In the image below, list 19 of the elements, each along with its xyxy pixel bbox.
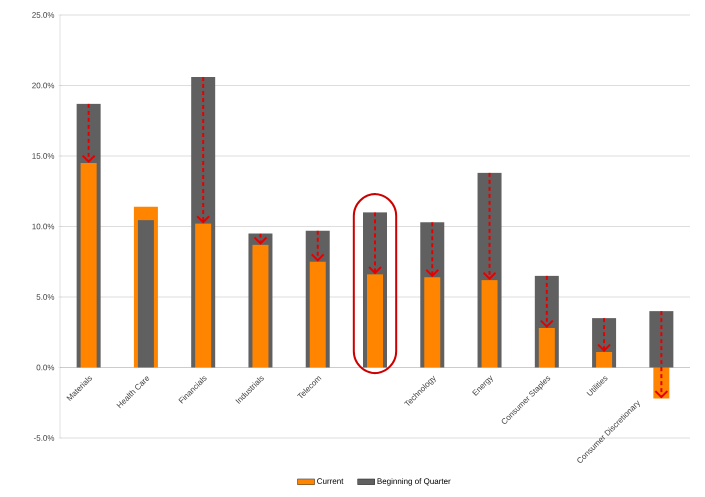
y-tick-label: 20.0% [32, 82, 54, 88]
bar [195, 224, 212, 368]
bar [538, 328, 555, 368]
bar [367, 274, 383, 368]
bar [596, 352, 612, 368]
bar [252, 244, 268, 368]
y-tick-label: 15.0% [32, 153, 54, 159]
bar [310, 262, 326, 368]
y-tick-label: 5.0% [36, 294, 54, 300]
y-tick-label: 0.0% [36, 364, 54, 370]
y-tick-label: -5.0% [34, 435, 54, 441]
legend-label: Current [317, 478, 344, 484]
bar [424, 277, 440, 368]
bar [80, 163, 97, 368]
bar [649, 311, 674, 368]
bar [482, 280, 498, 368]
y-tick-label: 25.0% [32, 12, 54, 18]
y-tick-label: 10.0% [32, 224, 54, 230]
legend-label: Beginning of Quarter [378, 478, 451, 486]
